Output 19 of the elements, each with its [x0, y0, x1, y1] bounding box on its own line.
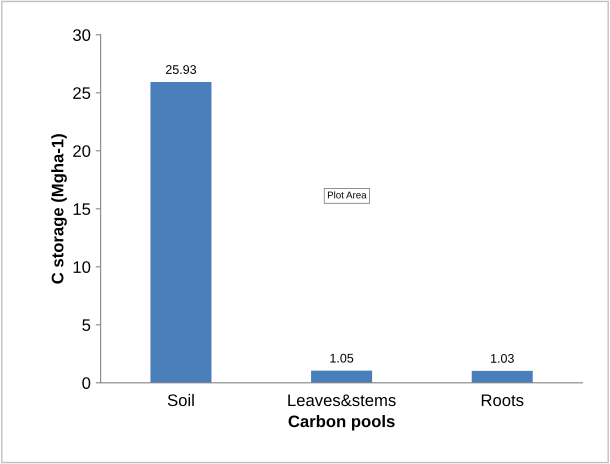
bar — [311, 370, 372, 383]
annotation: Plot Area — [328, 191, 367, 198]
y-axis-title: C storage (Mgha-1) — [51, 134, 67, 284]
data-label: 25.93 — [166, 65, 196, 74]
x-tick-label: Soil — [168, 394, 194, 406]
data-label: 1.05 — [330, 354, 354, 363]
x-tick-label: Roots — [482, 394, 524, 406]
y-tick-label: 20 — [73, 145, 90, 158]
bar — [150, 82, 212, 383]
x-axis-title: Carbon pools — [288, 415, 395, 431]
y-tick-label: 15 — [74, 203, 90, 216]
y-tick-label: 0 — [82, 377, 90, 390]
x-tick-label: Leaves&stems — [288, 394, 396, 406]
bar — [472, 370, 533, 383]
y-tick-label: 5 — [82, 319, 90, 332]
y-tick-label: 30 — [73, 29, 90, 42]
y-tick-label: 10 — [74, 261, 90, 274]
y-tick-label: 25 — [73, 87, 90, 100]
data-label: 1.03 — [491, 354, 514, 363]
